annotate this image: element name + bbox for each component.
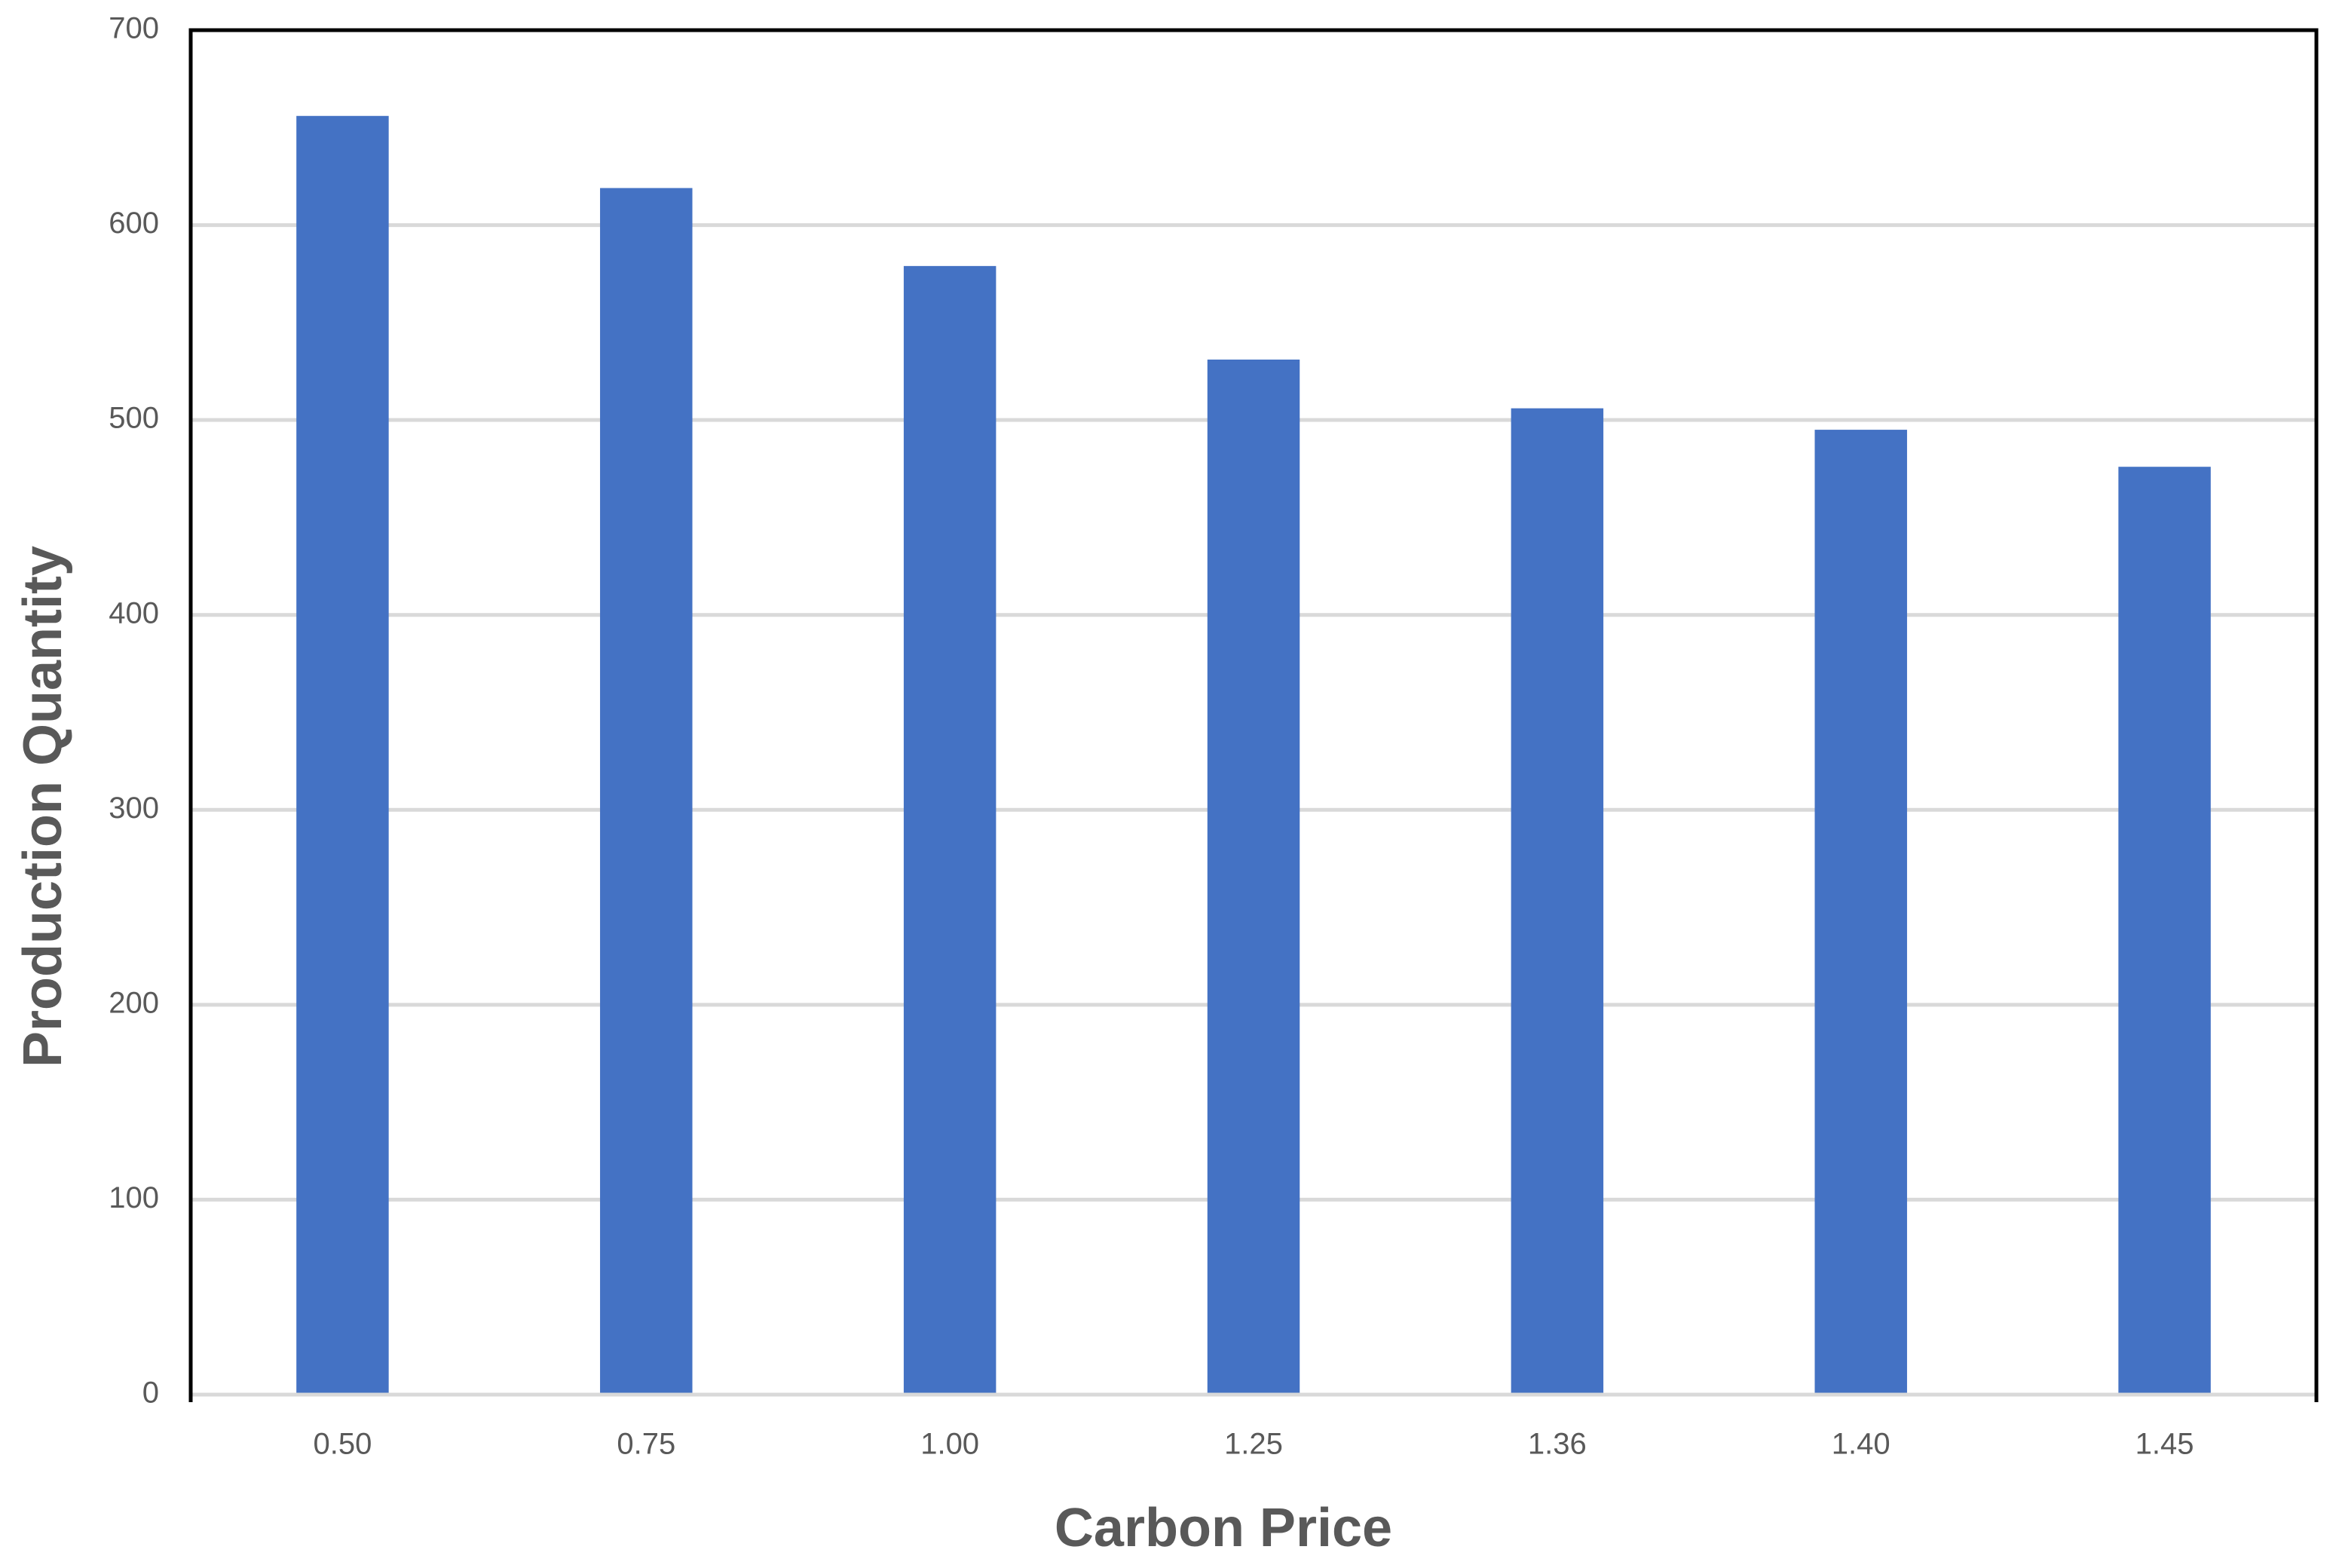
y-tick-label: 500 <box>109 402 159 435</box>
bar <box>1207 359 1300 1395</box>
y-tick-label: 700 <box>109 12 159 45</box>
bar <box>1814 430 1907 1395</box>
x-tick-label: 1.36 <box>1528 1428 1587 1461</box>
x-tick-label: 0.75 <box>617 1428 675 1461</box>
bar <box>296 115 389 1395</box>
y-tick-label: 300 <box>109 792 159 825</box>
x-axis-title: Carbon Price <box>1055 1498 1392 1558</box>
y-axis-title: Production Quantity <box>13 546 73 1067</box>
bar <box>600 188 693 1395</box>
y-tick-label: 600 <box>109 207 159 240</box>
x-tick-label: 1.00 <box>920 1428 979 1461</box>
plot-frame <box>188 28 2319 1402</box>
y-tick-label: 0 <box>142 1377 159 1410</box>
y-tick-label: 200 <box>109 986 159 1019</box>
bar <box>2118 467 2211 1395</box>
bar <box>1511 408 1604 1395</box>
y-tick-label: 100 <box>109 1181 159 1214</box>
x-tick-label: 0.50 <box>313 1428 372 1461</box>
bar <box>903 265 997 1395</box>
x-tick-label: 1.25 <box>1224 1428 1283 1461</box>
y-tick-label: 400 <box>109 596 159 629</box>
x-tick-label: 1.45 <box>2135 1428 2194 1461</box>
x-tick-label: 1.40 <box>1832 1428 1891 1461</box>
